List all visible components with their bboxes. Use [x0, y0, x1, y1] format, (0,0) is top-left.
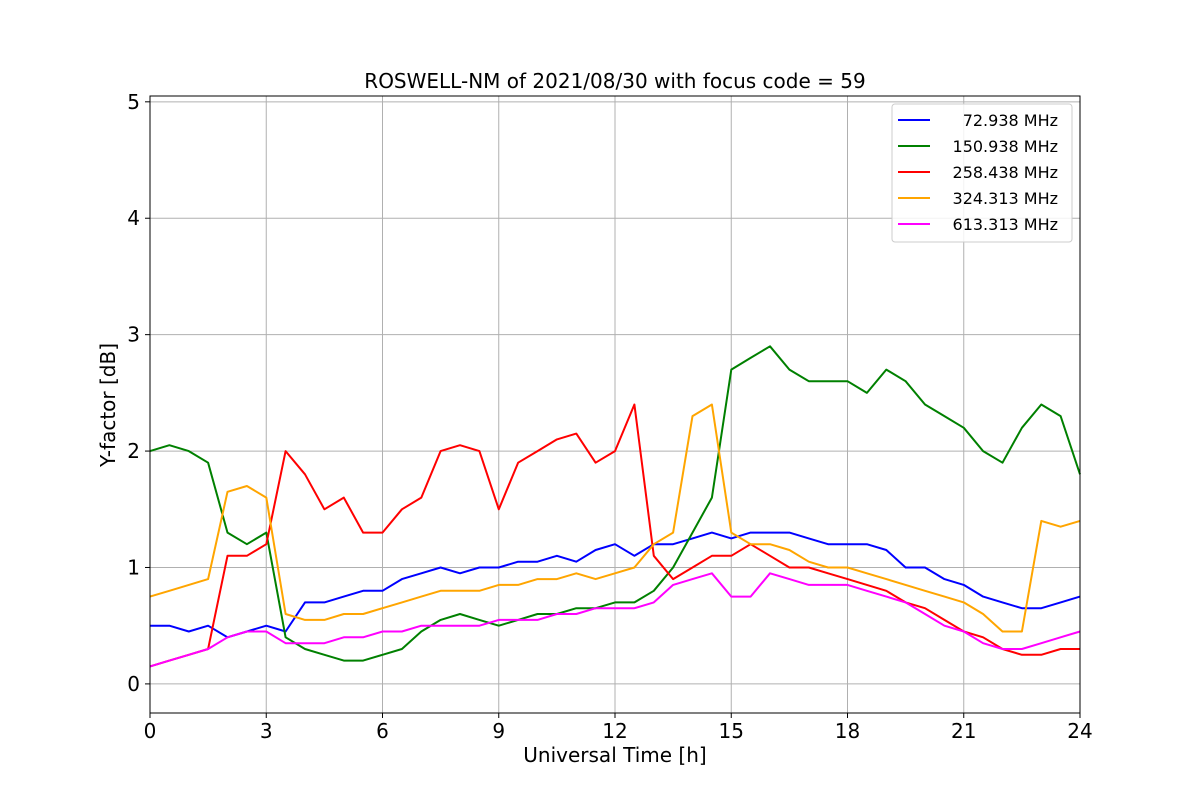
legend-label-3: 324.313 MHz — [953, 189, 1058, 208]
x-tick-label: 18 — [835, 719, 860, 743]
series-line-3 — [149, 403, 1081, 633]
legend-label-4: 613.313 MHz — [953, 215, 1058, 234]
y-axis-label: Y-factor [dB] — [96, 343, 120, 468]
legend-label-0: 72.938 MHz — [963, 111, 1058, 130]
legend-label-1: 150.938 MHz — [953, 137, 1058, 156]
plot-area — [149, 345, 1081, 668]
series-line-4 — [149, 572, 1081, 668]
x-tick-label: 15 — [719, 719, 744, 743]
y-tick-label: 4 — [127, 206, 140, 230]
x-tick-label: 6 — [376, 719, 389, 743]
legend-label-2: 258.438 MHz — [953, 163, 1058, 182]
y-tick-label: 1 — [127, 555, 140, 579]
y-tick-label: 2 — [127, 439, 140, 463]
y-tick-label: 5 — [127, 90, 140, 114]
x-tick-label: 9 — [492, 719, 505, 743]
series-line-2 — [149, 403, 1080, 668]
x-tick-label: 24 — [1067, 719, 1092, 743]
y-tick-label: 3 — [127, 323, 140, 347]
y-tick-label: 0 — [127, 672, 140, 696]
legend-box — [891, 103, 1073, 243]
chart-title: ROSWELL-NM of 2021/08/30 with focus code… — [364, 69, 865, 93]
x-tick-label: 0 — [144, 719, 157, 743]
legend: 72.938 MHz 150.938 MHz 258.438 MHz 324.313 … — [891, 103, 1073, 243]
x-tick-label: 21 — [951, 719, 976, 743]
series-line-1 — [149, 345, 1081, 662]
x-tick-label: 3 — [260, 719, 273, 743]
x-axis-label: Universal Time [h] — [523, 743, 706, 767]
x-tick-label: 12 — [602, 719, 627, 743]
x-axis: 0 3 6 9 12 15 18 21 24 — [144, 713, 1093, 743]
y-axis: 0 1 2 3 4 5 — [127, 90, 150, 696]
series-line-0 — [150, 531, 1081, 639]
